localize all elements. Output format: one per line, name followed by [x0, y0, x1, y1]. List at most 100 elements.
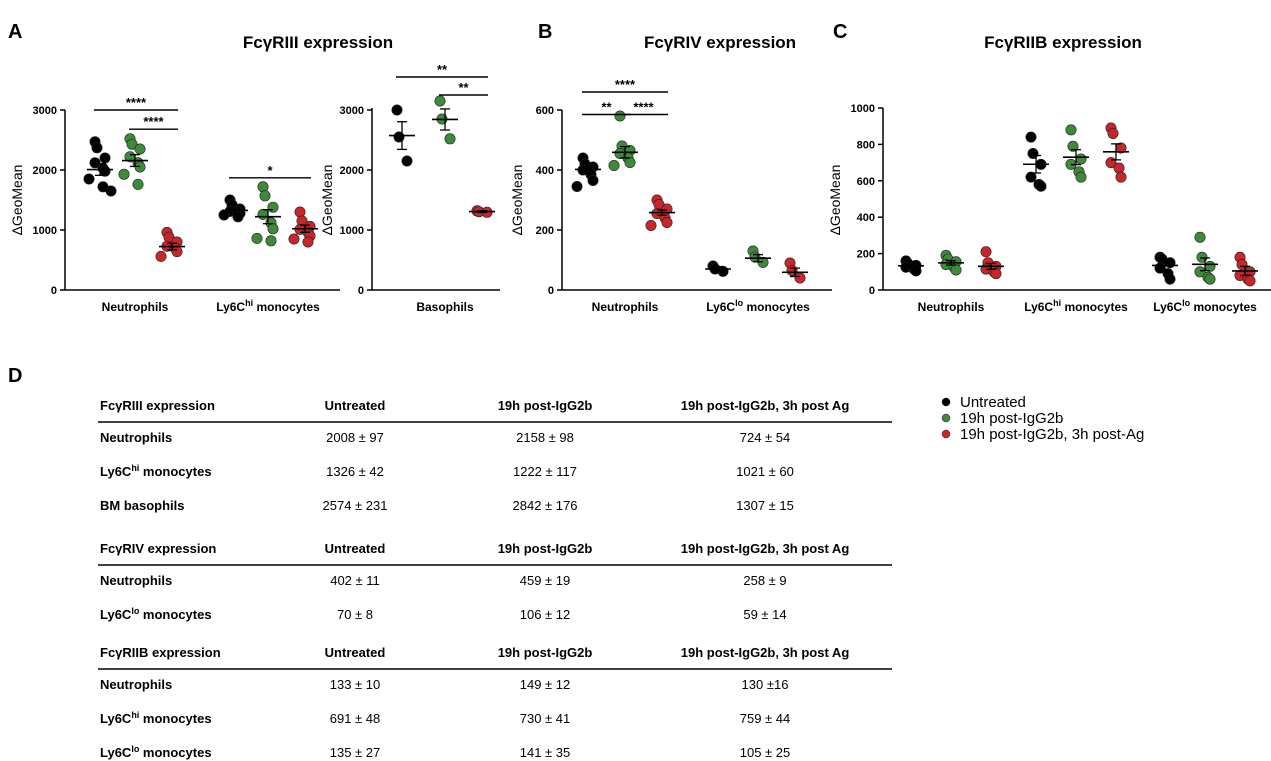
- data-point: [1194, 231, 1206, 243]
- category-label-suffix: monocytes: [743, 300, 810, 314]
- table-row-label-sup: lo: [131, 744, 140, 754]
- legend-marker: [941, 397, 951, 407]
- y-axis-label: ΔGeoMean: [9, 165, 25, 236]
- table-header: Untreated: [325, 398, 386, 413]
- table-row-label-sup: hi: [131, 710, 139, 720]
- table-title: FcγRIII expression: [100, 398, 215, 413]
- table-row-label-suffix: monocytes: [139, 464, 211, 479]
- legend-label: 19h post-IgG2b: [960, 410, 1063, 427]
- table-title: FcγRIIB expression: [100, 645, 221, 660]
- data-point: [265, 235, 277, 247]
- table-cell: 59 ± 14: [743, 607, 786, 622]
- data-point: [1115, 171, 1127, 183]
- panel-letter-b: B: [538, 21, 552, 43]
- data-point: [155, 250, 167, 262]
- category-label-suffix: monocytes: [1190, 300, 1257, 314]
- table-row-label-suffix: monocytes: [139, 745, 211, 760]
- table-row-label: Ly6Clo monocytes: [100, 606, 212, 622]
- significance-label: ****: [615, 77, 636, 92]
- y-axis-label: ΔGeoMean: [509, 165, 525, 236]
- chart-title-fcgriib: FcγRIIB expression: [984, 33, 1142, 52]
- table-header: Untreated: [325, 645, 386, 660]
- table-row-label: Ly6Clo monocytes: [100, 744, 212, 760]
- category-label-main: Ly6C: [1024, 300, 1053, 314]
- data-point: [434, 95, 446, 107]
- table-cell: 149 ± 12: [520, 677, 571, 692]
- data-point: [288, 233, 300, 245]
- table-cell: 1222 ± 117: [513, 464, 577, 479]
- chart-c: 0 200 400 600 800 1000 ΔGeoMean Neutrophils Ly6C…: [827, 103, 1271, 314]
- table-row-label-sup: hi: [131, 463, 139, 473]
- y-tick-label: 1000: [851, 103, 875, 115]
- data-point: [132, 178, 144, 190]
- data-point: [1035, 180, 1047, 192]
- category-label-suffix: monocytes: [1061, 300, 1128, 314]
- y-tick-label: 800: [857, 139, 875, 151]
- category-label: Ly6Clo monocytes: [1153, 298, 1257, 314]
- y-tick-label: 1000: [340, 225, 364, 237]
- table-row-label-main: Ly6C: [100, 464, 132, 479]
- y-axis-label: ΔGeoMean: [827, 165, 843, 236]
- data-point: [1113, 162, 1125, 174]
- table-cell: 141 ± 35: [520, 745, 571, 760]
- table-row-label-main: Neutrophils: [100, 677, 172, 692]
- significance-label: **: [601, 100, 612, 115]
- data-point: [614, 110, 626, 122]
- category-label-main: Basophils: [416, 300, 474, 314]
- table-title: FcγRIV expression: [100, 541, 216, 556]
- data-point: [1025, 131, 1037, 143]
- category-label-sup: hi: [245, 298, 253, 308]
- table-header: 19h post-IgG2b: [498, 398, 593, 413]
- table-header: 19h post-IgG2b: [498, 645, 593, 660]
- data-point: [91, 142, 103, 154]
- table-cell: 1326 ± 42: [326, 464, 384, 479]
- data-point: [259, 190, 271, 202]
- table-row-label-main: Ly6C: [100, 607, 132, 622]
- data-point: [257, 181, 269, 193]
- table-row-label-sup: lo: [131, 606, 140, 616]
- table-row-label: Ly6Chi monocytes: [100, 710, 212, 726]
- data-point: [950, 264, 962, 276]
- panel-letter-d: D: [8, 365, 22, 387]
- table-cell: 133 ± 10: [330, 677, 381, 692]
- data-point: [83, 173, 95, 185]
- summary-table: FcγRIIB expression Untreated 19h post-IgG2…: [98, 645, 892, 760]
- data-point: [126, 138, 138, 150]
- table-row-label-main: Neutrophils: [100, 430, 172, 445]
- data-point: [134, 143, 146, 155]
- y-tick-label: 0: [869, 285, 875, 297]
- table-header: 19h post-IgG2b, 3h post Ag: [681, 398, 850, 413]
- y-tick-label: 400: [857, 212, 875, 224]
- table-cell: 2842 ± 176: [513, 498, 578, 513]
- legend-marker: [941, 413, 951, 423]
- table-row-label-suffix: monocytes: [139, 607, 211, 622]
- table-row-label: Ly6Chi monocytes: [100, 463, 212, 479]
- data-point: [1025, 171, 1037, 183]
- table-cell: 759 ± 44: [740, 711, 791, 726]
- data-point: [1244, 275, 1256, 287]
- data-point: [105, 185, 117, 197]
- data-point: [990, 268, 1002, 280]
- data-point: [794, 272, 806, 284]
- category-label: Neutrophils: [102, 300, 169, 314]
- significance-label: **: [437, 62, 448, 77]
- table-header: 19h post-IgG2b: [498, 541, 593, 556]
- data-point: [624, 157, 636, 169]
- data-point: [391, 104, 403, 116]
- table-cell: 2008 ± 97: [326, 430, 384, 445]
- table-header: Untreated: [325, 541, 386, 556]
- data-point: [1075, 153, 1087, 165]
- category-label: Ly6Chi monocytes: [1024, 298, 1128, 314]
- table-cell: 70 ± 8: [337, 607, 373, 622]
- panel-letter-a: A: [8, 21, 22, 43]
- data-point: [267, 201, 279, 213]
- y-tick-label: 2000: [340, 165, 364, 177]
- table-header: 19h post-IgG2b, 3h post Ag: [681, 541, 850, 556]
- table-cell: 1021 ± 60: [736, 464, 794, 479]
- y-tick-label: 600: [857, 176, 875, 188]
- legend-marker: [941, 429, 951, 439]
- y-tick-label: 3000: [340, 105, 364, 117]
- data-point: [444, 133, 456, 145]
